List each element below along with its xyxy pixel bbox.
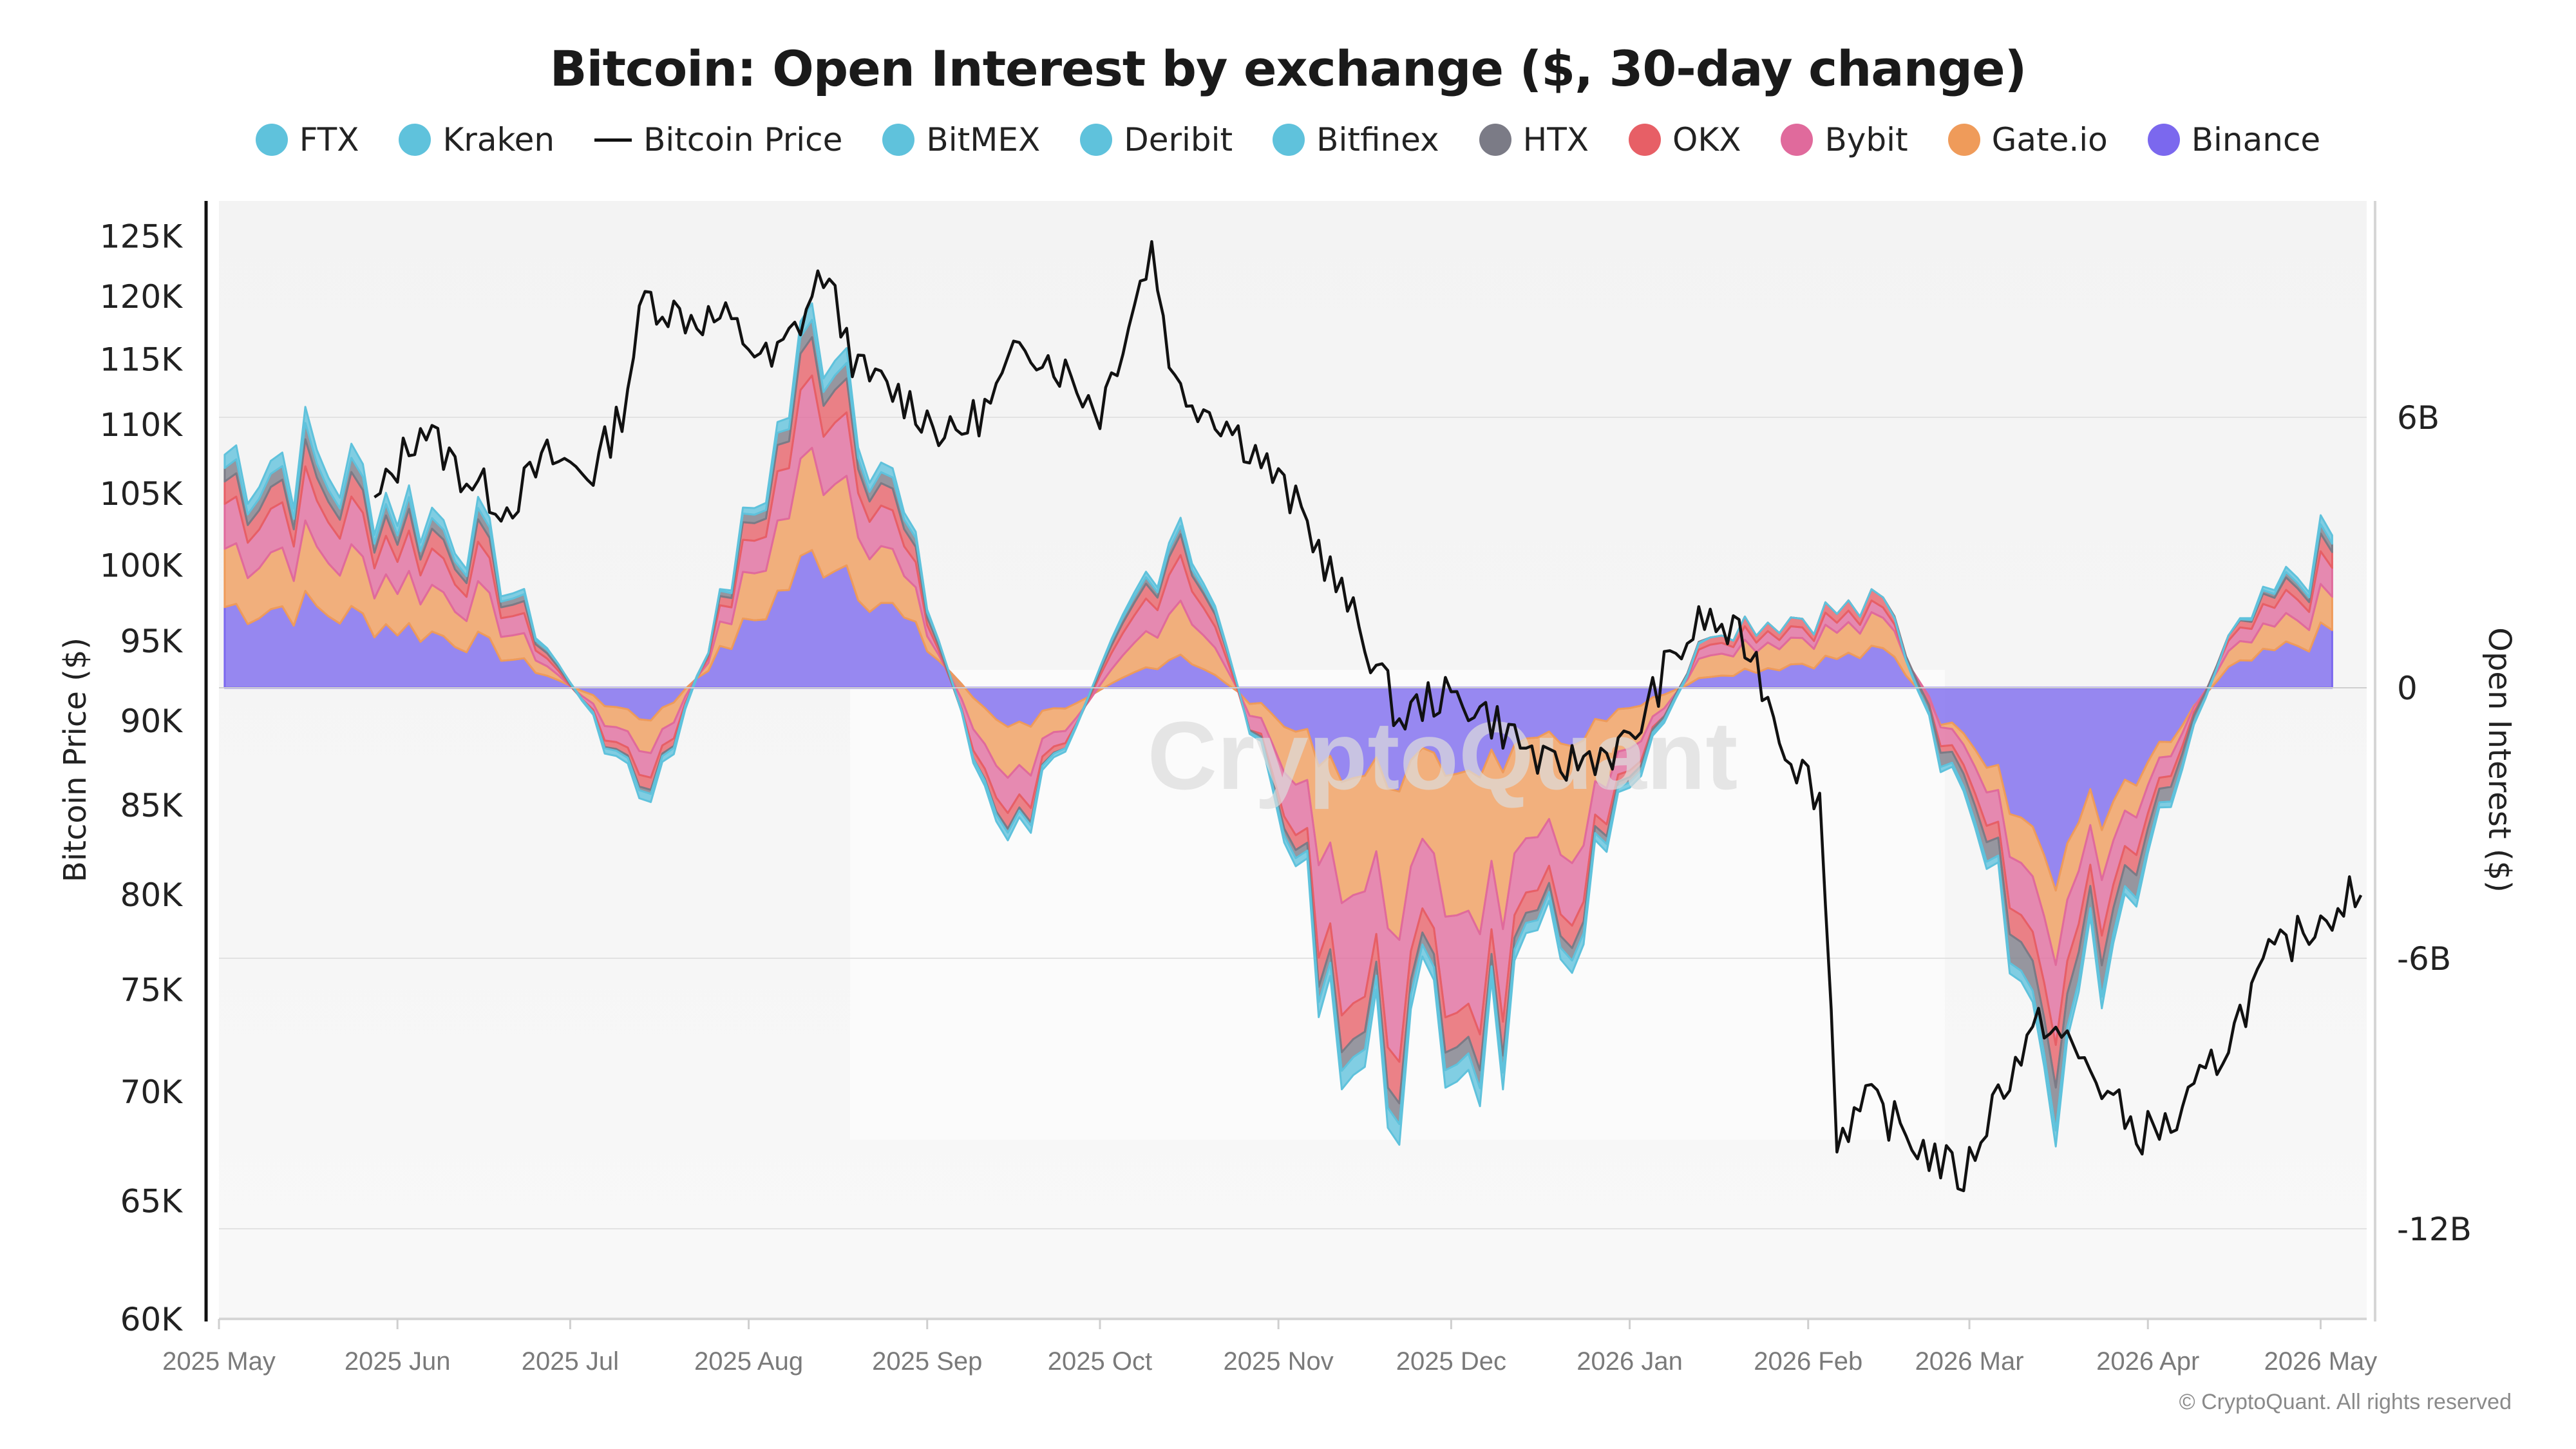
legend-swatch-icon — [2147, 124, 2180, 156]
x-tick-label: 2025 Jul — [522, 1347, 619, 1376]
legend-swatch-icon — [1781, 124, 1814, 156]
chart-title: Bitcoin: Open Interest by exchange ($, 3… — [549, 40, 2027, 97]
x-tick-label: 2026 Feb — [1754, 1347, 1862, 1376]
legend-item-bybit[interactable]: Bybit — [1781, 121, 1908, 158]
left-tick-label: 115K — [100, 341, 183, 378]
chart-legend: FTX Kraken Bitcoin Price BitMEX Deribit Bitfi… — [0, 121, 2576, 158]
left-tick-label: 100K — [100, 547, 183, 585]
left-tick-label: 60K — [120, 1301, 184, 1338]
x-tick-label: 2026 May — [2264, 1347, 2378, 1376]
left-tick-label: 70K — [120, 1074, 184, 1111]
legend-swatch-icon — [255, 124, 288, 156]
legend-swatch-icon — [1479, 124, 1511, 156]
left-tick-label: 120K — [100, 278, 183, 316]
legend-label: Bybit — [1824, 121, 1908, 158]
legend-label: BitMEX — [926, 121, 1041, 158]
x-tick-label: 2025 Dec — [1396, 1347, 1506, 1376]
right-axis-title: Open Interest ($) — [2481, 627, 2517, 893]
left-tick-label: 65K — [120, 1183, 184, 1220]
bitcoin-price-line — [374, 240, 2363, 1193]
legend-label: FTX — [299, 121, 359, 158]
legend-swatch-icon — [1629, 124, 1662, 156]
x-tick-label: 2025 Nov — [1224, 1347, 1334, 1376]
left-tick-label: 90K — [120, 703, 184, 740]
legend-label: Binance — [2191, 121, 2321, 158]
legend-item-binance[interactable]: Binance — [2147, 121, 2321, 158]
legend-label: HTX — [1522, 121, 1589, 158]
oi-area-bitfinex — [223, 302, 2333, 1148]
left-axis-title: Bitcoin Price ($) — [57, 638, 93, 882]
legend-item-kraken[interactable]: Kraken — [399, 121, 554, 158]
legend-swatch-icon — [399, 124, 431, 156]
legend-item-bitcoin-price[interactable]: Bitcoin Price — [594, 121, 842, 158]
x-tick-label: 2025 Jun — [345, 1347, 451, 1376]
legend-label: Gate.io — [1991, 121, 2108, 158]
legend-item-okx[interactable]: OKX — [1629, 121, 1741, 158]
left-tick-label: 80K — [120, 876, 184, 914]
legend-item-deribit[interactable]: Deribit — [1080, 121, 1233, 158]
legend-swatch-icon — [594, 138, 632, 142]
left-tick-label: 95K — [120, 623, 184, 660]
x-tick-label: 2025 Aug — [694, 1347, 803, 1376]
legend-swatch-icon — [1273, 124, 1305, 156]
legend-item-htx[interactable]: HTX — [1479, 121, 1589, 158]
left-tick-label: 85K — [120, 787, 184, 824]
x-tick-label: 2026 Apr — [2096, 1347, 2199, 1376]
x-tick-label: 2026 Mar — [1915, 1347, 2024, 1376]
x-tick-label: 2025 May — [162, 1347, 276, 1376]
legend-label: Deribit — [1124, 121, 1233, 158]
left-tick-label: 125K — [100, 218, 183, 255]
legend-swatch-icon — [882, 124, 915, 156]
legend-item-ftx[interactable]: FTX — [255, 121, 359, 158]
legend-label: Kraken — [442, 121, 555, 158]
right-tick-label: -12B — [2397, 1211, 2472, 1248]
legend-swatch-icon — [1080, 124, 1113, 156]
legend-label: Bitfinex — [1316, 121, 1439, 158]
left-tick-label: 105K — [100, 475, 183, 513]
left-tick-label: 75K — [120, 972, 184, 1009]
x-tick-label: 2026 Jan — [1577, 1347, 1683, 1376]
copyright-notice: © CryptoQuant. All rights reserved — [2179, 1390, 2512, 1414]
legend-swatch-icon — [1947, 124, 1980, 156]
x-tick-label: 2025 Oct — [1048, 1347, 1152, 1376]
legend-label: Bitcoin Price — [643, 121, 843, 158]
legend-item-bitmex[interactable]: BitMEX — [882, 121, 1040, 158]
right-tick-label: 6B — [2397, 399, 2439, 437]
left-tick-label: 110K — [100, 406, 183, 444]
right-tick-label: 0 — [2397, 670, 2418, 707]
x-tick-label: 2025 Sep — [872, 1347, 982, 1376]
right-tick-label: -6B — [2397, 940, 2451, 978]
legend-item-gate-io[interactable]: Gate.io — [1947, 121, 2108, 158]
legend-label: OKX — [1672, 121, 1741, 158]
watermark: CryptoQuant — [1148, 701, 1738, 810]
legend-item-bitfinex[interactable]: Bitfinex — [1273, 121, 1439, 158]
